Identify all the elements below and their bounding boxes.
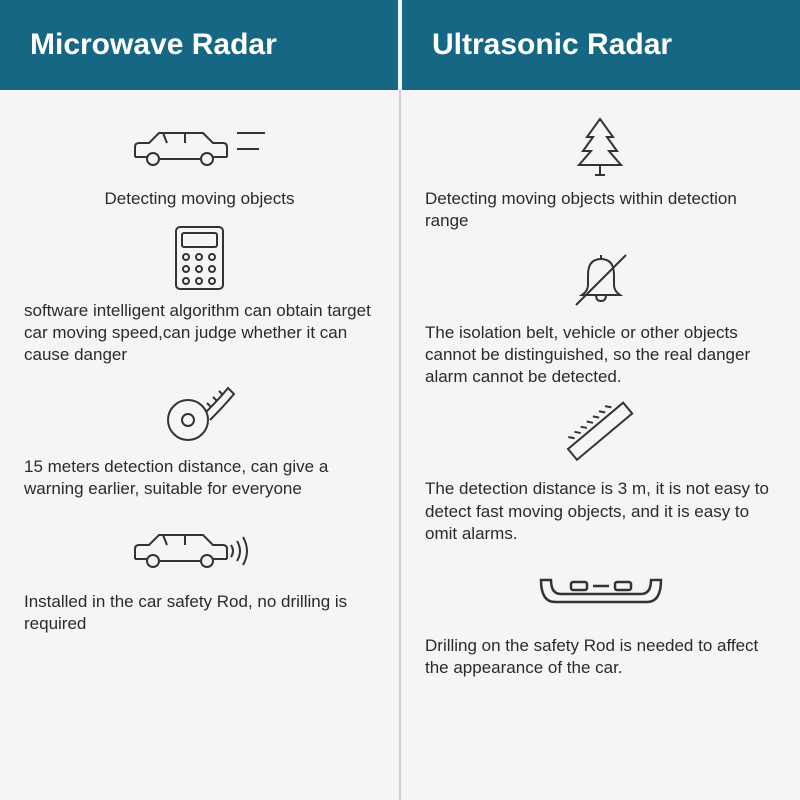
bumper-icon [531, 557, 671, 629]
right-column: Detecting moving objects within detectio… [401, 90, 800, 800]
left-item-3-text: Installed in the car safety Rod, no dril… [24, 591, 375, 635]
calculator-icon [172, 222, 227, 294]
ruler-icon [562, 400, 640, 472]
right-item-1: The isolation belt, vehicle or other obj… [425, 244, 776, 388]
left-item-3: Installed in the car safety Rod, no dril… [24, 513, 375, 635]
right-item-3-text: Drilling on the safety Rod is needed to … [425, 635, 776, 679]
header-right: Ultrasonic Radar [402, 0, 800, 90]
left-item-2: 15 meters detection distance, can give a… [24, 378, 375, 500]
right-item-0-text: Detecting moving objects within detectio… [425, 188, 776, 232]
left-item-0-text: Detecting moving objects [24, 188, 375, 210]
no-bell-icon [568, 244, 634, 316]
left-item-0: Detecting moving objects [24, 110, 375, 210]
right-item-3: Drilling on the safety Rod is needed to … [425, 557, 776, 679]
left-item-2-text: 15 meters detection distance, can give a… [24, 456, 375, 500]
left-item-1-text: software intelligent algorithm can obtai… [24, 300, 375, 366]
header-left: Microwave Radar [0, 0, 402, 90]
comparison-body: Detecting moving objects software intell… [0, 90, 800, 800]
car-sensor-icon [125, 513, 275, 585]
right-item-1-text: The isolation belt, vehicle or other obj… [425, 322, 776, 388]
tape-measure-icon [160, 378, 240, 450]
left-item-1: software intelligent algorithm can obtai… [24, 222, 375, 366]
comparison-header: Microwave Radar Ultrasonic Radar [0, 0, 800, 90]
right-item-0: Detecting moving objects within detectio… [425, 110, 776, 232]
left-column: Detecting moving objects software intell… [0, 90, 401, 800]
car-motion-icon [125, 110, 275, 182]
header-right-title: Ultrasonic Radar [432, 28, 672, 62]
header-left-title: Microwave Radar [30, 28, 277, 62]
tree-icon [573, 110, 628, 182]
right-item-2: The detection distance is 3 m, it is not… [425, 400, 776, 544]
right-item-2-text: The detection distance is 3 m, it is not… [425, 478, 776, 544]
